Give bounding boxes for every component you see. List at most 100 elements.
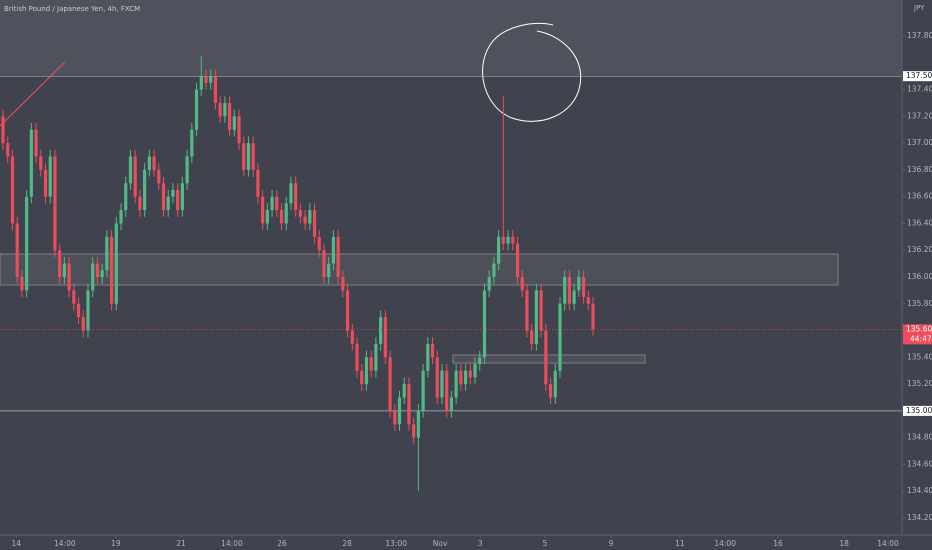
y-tick-label: 134.400 [907, 486, 932, 495]
candle-body [379, 317, 383, 344]
candle-body [204, 76, 208, 83]
candle-body [426, 343, 430, 371]
candle-body [298, 210, 302, 217]
candle-body [227, 102, 232, 130]
candle-body [166, 196, 170, 211]
candle-body [515, 243, 520, 278]
candle-body [72, 290, 76, 304]
level-badge [903, 71, 932, 82]
candle-body [128, 156, 133, 184]
marks [0, 56, 902, 492]
x-tick-label: 28 [342, 539, 352, 548]
candle-body [544, 330, 548, 385]
candle-body [393, 410, 397, 425]
last-price-badge [903, 324, 932, 345]
level-label: 137.500 [906, 71, 932, 80]
candle-body [190, 129, 194, 157]
candle-body [567, 277, 572, 304]
level-label: 135.000 [906, 406, 932, 415]
candle-body [185, 156, 189, 184]
candle-body [10, 156, 15, 224]
x-tick-label: 5 [542, 539, 547, 548]
candle-body [501, 236, 505, 244]
x-tick-label: 18 [839, 539, 849, 548]
candle-body [213, 76, 218, 103]
candle-body [124, 183, 128, 211]
candle-body [256, 169, 260, 197]
y-tick-label: 137.200 [907, 111, 932, 120]
candle-body [147, 156, 151, 170]
x-tick-label: 11 [675, 539, 685, 548]
x-tick-label: 9 [609, 539, 614, 548]
candle-body [435, 357, 439, 398]
candle-body [138, 196, 142, 211]
candle-body [388, 357, 392, 411]
x-tick-label: 3 [478, 539, 483, 548]
currency: JPY [913, 4, 925, 12]
candle-body [53, 156, 57, 251]
candle-body [58, 250, 62, 278]
y-tick-label: 134.200 [907, 513, 932, 522]
y-tick-label: 136.400 [907, 218, 932, 227]
candle-body [449, 397, 454, 411]
candle-body [133, 156, 137, 197]
candle-body [105, 236, 109, 271]
candle-body [511, 236, 515, 244]
candle-body [223, 102, 227, 117]
candle-body [454, 370, 458, 398]
x-tick-label: 13:00 [385, 539, 407, 548]
candle-body [294, 183, 298, 211]
candle-body [76, 303, 81, 318]
x-tick-label: 26 [277, 539, 287, 548]
candle-body [322, 250, 326, 278]
candle-body [586, 297, 590, 304]
y-tick-label: 137.800 [907, 31, 932, 40]
candle-body [506, 236, 510, 244]
support-zone [0, 253, 839, 286]
candle-body [407, 384, 411, 425]
candle-body [279, 210, 284, 224]
candle-body [171, 189, 175, 197]
price-axis [902, 0, 932, 535]
candle-body [402, 384, 406, 398]
x-tick-label: 14:00 [877, 539, 899, 548]
candle-body [43, 169, 48, 197]
x-tick-label: 14:00 [221, 539, 243, 548]
candle-body [360, 370, 364, 385]
candle-body [161, 183, 166, 211]
candle-body [397, 397, 402, 425]
candle-body [440, 370, 444, 398]
candle-body [176, 189, 180, 211]
candle-body [468, 370, 472, 378]
candle-body [331, 236, 336, 264]
candle-body [487, 277, 491, 291]
candle-body [430, 343, 435, 358]
candle-body [350, 330, 354, 344]
candle-body [416, 410, 420, 438]
candle-body [563, 277, 567, 304]
candle-body [445, 370, 449, 411]
candle-body [270, 196, 274, 211]
candle-body [48, 156, 52, 197]
candle-body [246, 143, 251, 170]
y-tick-label: 135.800 [907, 299, 932, 308]
candle-body [91, 263, 95, 291]
candle-body [374, 343, 378, 371]
candle-body [1, 116, 5, 144]
candle-body [534, 290, 538, 344]
candle-body [209, 76, 213, 83]
candle-body [62, 263, 66, 278]
candle-body [459, 370, 463, 385]
candle-body [312, 210, 317, 237]
last-price-label: 135.609 [906, 324, 932, 333]
candle-body [581, 277, 586, 298]
y-tick-label: 134.800 [907, 433, 932, 442]
candle-body [199, 76, 203, 90]
candle-body [553, 370, 557, 398]
y-tick-label: 135.400 [907, 352, 932, 361]
candle-body [15, 223, 19, 278]
candle-body [355, 343, 359, 371]
candle-body [558, 303, 562, 371]
candle-body [492, 263, 496, 278]
